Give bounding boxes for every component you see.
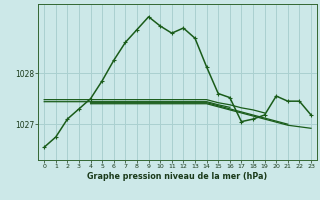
X-axis label: Graphe pression niveau de la mer (hPa): Graphe pression niveau de la mer (hPa) [87, 172, 268, 181]
